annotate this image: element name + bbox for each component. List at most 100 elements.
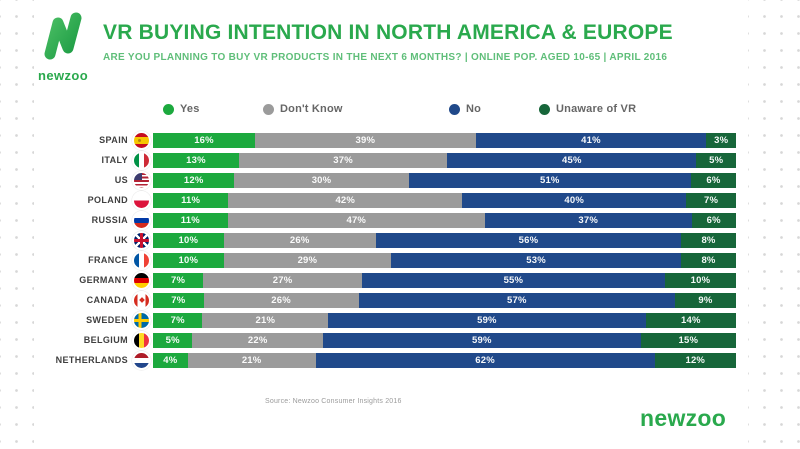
chart-row-italy: ITALY 13% 37% 45% 5% (38, 150, 748, 170)
bar-segment-no: 55% (361, 272, 665, 288)
bar-segment-yes: 5% (153, 332, 193, 348)
country-label: POLAND (87, 195, 128, 205)
country-label: BELGIUM (83, 335, 128, 345)
bar-segment-don-t-know: 37% (238, 152, 448, 168)
bar-track: 7% 21% 59% 14% (153, 312, 736, 328)
flag-netherlands-icon (132, 350, 151, 370)
bar-track: 4% 21% 62% 12% (153, 352, 736, 368)
bar-segment-yes: 11% (153, 212, 228, 228)
chart-row-spain: SPAIN 16% 39% 41% 3% (38, 130, 748, 150)
bar-segment-no: 37% (484, 212, 692, 228)
bar-segment-yes: 4% (153, 352, 188, 368)
bar-segment-unaware-of-vr: 3% (706, 132, 736, 148)
bar-segment-yes: 7% (153, 312, 203, 328)
bar-segment-don-t-know: 30% (234, 172, 409, 188)
legend-dot-unaware-of-vr (539, 103, 550, 115)
legend-dot-don-t-know (263, 103, 274, 115)
bar-track: 11% 47% 37% 6% (153, 212, 736, 228)
newzoo-logo-text: newzoo (38, 68, 89, 83)
legend-dot-no (449, 103, 460, 115)
chart-area: SPAIN 16% 39% 41% 3% ITALY 13% 37% 45% 5% US 12% 30%… (38, 130, 748, 370)
bar-segment-yes: 10% (153, 232, 224, 248)
country-label: GERMANY (79, 275, 128, 285)
bar-segment-yes: 13% (153, 152, 239, 168)
bar-segment-don-t-know: 29% (223, 252, 392, 268)
bar-segment-yes: 7% (153, 292, 204, 308)
bar-segment-no: 40% (462, 192, 687, 208)
chart-row-poland: POLAND 11% 42% 40% 7% (38, 190, 748, 210)
bar-segment-unaware-of-vr: 6% (690, 172, 736, 188)
flag-russia-icon (132, 210, 151, 230)
chart-row-russia: RUSSIA 11% 47% 37% 6% (38, 210, 748, 230)
country-label: SWEDEN (86, 315, 128, 325)
country-label: ITALY (101, 155, 128, 165)
bar-segment-don-t-know: 26% (203, 292, 359, 308)
country-label: UK (114, 235, 128, 245)
bar-segment-unaware-of-vr: 8% (681, 252, 736, 268)
bar-track: 7% 26% 57% 9% (153, 292, 736, 308)
bar-track: 12% 30% 51% 6% (153, 172, 736, 188)
bar-track: 7% 27% 55% 10% (153, 272, 737, 288)
bar-segment-no: 59% (323, 332, 641, 348)
chart-row-netherlands: NETHERLANDS 4% 21% 62% 12% (38, 350, 748, 370)
source-note: Source: Newzoo Consumer Insights 2016 (265, 398, 402, 405)
bar-segment-no: 62% (315, 352, 655, 368)
flag-germany-icon (132, 270, 151, 290)
newzoo-logo-icon (44, 12, 82, 60)
newzoo-wordmark: newzoo (640, 405, 727, 431)
bar-segment-no: 57% (358, 292, 675, 308)
flag-italy-icon (132, 150, 151, 170)
newzoo-logo: newzoo (38, 12, 88, 83)
chart-row-germany: GERMANY 7% 27% 55% 10% (38, 270, 748, 290)
bar-track: 13% 37% 45% 5% (153, 152, 736, 168)
bar-segment-unaware-of-vr: 7% (686, 192, 736, 208)
country-label: RUSSIA (91, 215, 128, 225)
bar-track: 16% 39% 41% 3% (153, 132, 736, 148)
bar-segment-unaware-of-vr: 6% (691, 212, 736, 228)
chart-row-sweden: SWEDEN 7% 21% 59% 14% (38, 310, 748, 330)
bar-track: 5% 22% 59% 15% (153, 332, 736, 348)
legend-label: Unaware of VR (556, 103, 637, 115)
legend-label: Don't Know (280, 103, 343, 115)
chart-row-france: FRANCE 10% 29% 53% 8% (38, 250, 748, 270)
legend-label: No (466, 103, 482, 115)
flag-sweden-icon (132, 310, 151, 330)
country-label: US (114, 175, 128, 185)
bar-segment-unaware-of-vr: 14% (645, 312, 736, 328)
flag-uk-icon (132, 230, 151, 250)
country-label: NETHERLANDS (55, 355, 128, 365)
bar-segment-no: 51% (408, 172, 691, 188)
legend-item-don-t-know: Don't Know (263, 103, 343, 115)
bar-segment-don-t-know: 27% (203, 272, 362, 288)
country-label: FRANCE (88, 255, 128, 265)
bar-segment-yes: 7% (153, 272, 204, 288)
legend-item-unaware-of-vr: Unaware of VR (539, 103, 636, 115)
chart-row-us: US 12% 30% 51% 6% (38, 170, 748, 190)
legend-item-no: No (449, 103, 481, 115)
chart-row-belgium: BELGIUM 5% 22% 59% 15% (38, 330, 748, 350)
page-title: VR BUYING INTENTION IN NORTH AMERICA & E… (103, 21, 673, 44)
bar-segment-unaware-of-vr: 10% (664, 272, 737, 288)
flag-spain-icon (132, 130, 151, 150)
legend-item-yes: Yes (163, 103, 200, 115)
bar-segment-don-t-know: 21% (187, 352, 316, 368)
chart-row-uk: UK 10% 26% 56% 8% (38, 230, 748, 250)
bar-segment-don-t-know: 22% (192, 332, 324, 348)
flag-us-icon (132, 170, 151, 190)
flag-canada-icon (132, 290, 151, 310)
bar-segment-don-t-know: 26% (223, 232, 376, 248)
chart-row-canada: CANADA 7% 26% 57% 9% (38, 290, 748, 310)
bar-segment-yes: 10% (153, 252, 224, 268)
bar-segment-unaware-of-vr: 15% (640, 332, 736, 348)
header: VR BUYING INTENTION IN NORTH AMERICA & E… (103, 21, 673, 63)
bar-segment-yes: 16% (153, 132, 256, 148)
legend-label: Yes (180, 103, 200, 115)
bar-segment-no: 59% (328, 312, 646, 328)
bar-segment-no: 45% (447, 152, 697, 168)
legend-dot-yes (163, 103, 174, 115)
chart-legend: Yes Don't Know No Unaware of VR (0, 103, 800, 121)
bar-segment-yes: 12% (153, 172, 235, 188)
bar-track: 10% 26% 56% 8% (153, 232, 736, 248)
bar-segment-yes: 11% (153, 192, 229, 208)
bar-track: 11% 42% 40% 7% (153, 192, 736, 208)
